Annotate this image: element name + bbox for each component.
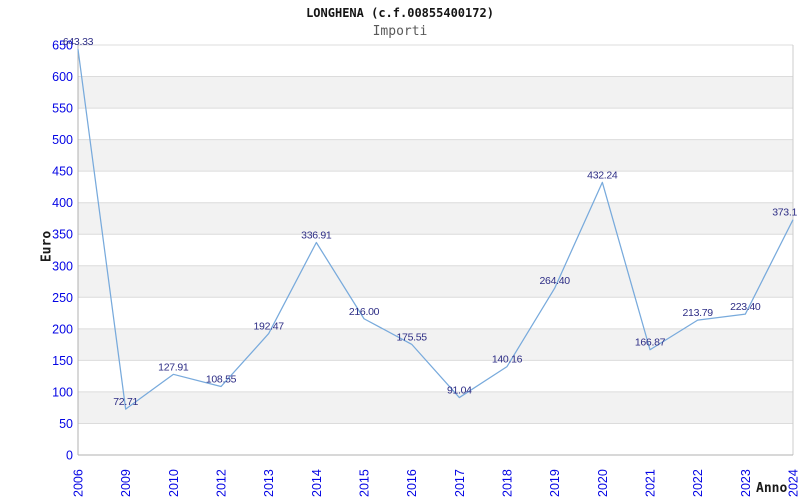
x-tick-label: 2024 bbox=[787, 469, 800, 497]
x-tick-label: 2021 bbox=[644, 469, 658, 497]
x-tick-label: 2020 bbox=[596, 469, 610, 497]
point-label: 108.55 bbox=[206, 374, 237, 386]
point-label: 175.55 bbox=[397, 331, 428, 343]
y-tick-label: 250 bbox=[52, 291, 73, 305]
x-tick-label: 2014 bbox=[310, 469, 324, 497]
x-tick-label: 2006 bbox=[72, 469, 86, 497]
y-tick-label: 100 bbox=[52, 385, 73, 399]
y-tick-label: 350 bbox=[52, 228, 73, 242]
x-tick-label: 2012 bbox=[215, 469, 229, 497]
x-tick-label: 2017 bbox=[453, 469, 467, 497]
point-label: 643.33 bbox=[63, 36, 94, 48]
point-label: 264.40 bbox=[540, 275, 571, 287]
x-tick-label: 2015 bbox=[358, 469, 372, 497]
point-label: 140.16 bbox=[492, 354, 523, 366]
grid-band bbox=[78, 265, 793, 298]
series-line bbox=[77, 49, 794, 410]
grid-band bbox=[78, 328, 793, 361]
x-axis-title: Anno bbox=[756, 481, 788, 496]
point-label: 213.79 bbox=[683, 307, 714, 319]
grid-band bbox=[78, 202, 793, 235]
point-label: 336.91 bbox=[301, 229, 332, 241]
x-tick-label: 2019 bbox=[548, 469, 562, 497]
chart-subtitle: Importi bbox=[372, 24, 428, 39]
x-tick-label: 2023 bbox=[739, 469, 753, 497]
y-tick-label: 50 bbox=[59, 417, 73, 431]
y-tick-label: 300 bbox=[52, 259, 73, 273]
y-tick-label: 650 bbox=[52, 39, 73, 53]
x-tick-label: 2013 bbox=[262, 469, 276, 497]
x-tick-label: 2009 bbox=[119, 469, 133, 497]
y-tick-label: 600 bbox=[52, 70, 73, 84]
x-tick-label: 2010 bbox=[167, 469, 181, 497]
grid-band bbox=[78, 139, 793, 172]
point-label: 166.87 bbox=[635, 337, 666, 349]
point-label: 216.00 bbox=[349, 306, 380, 318]
point-label: 192.47 bbox=[254, 321, 285, 333]
point-label: 223.40 bbox=[730, 301, 761, 313]
y-tick-label: 150 bbox=[52, 354, 73, 368]
chart-title: LONGHENA (c.f.00855400172) bbox=[306, 6, 494, 20]
y-tick-label: 550 bbox=[52, 102, 73, 116]
point-label: 127.91 bbox=[158, 361, 189, 373]
grid-band bbox=[78, 391, 793, 424]
point-label: 373.1 bbox=[772, 207, 797, 219]
grid-band bbox=[78, 76, 793, 109]
x-tick-label: 2022 bbox=[691, 469, 705, 497]
y-tick-label: 500 bbox=[52, 133, 73, 147]
y-tick-label: 200 bbox=[52, 322, 73, 336]
y-tick-label: 450 bbox=[52, 165, 73, 179]
y-tick-label: 0 bbox=[66, 449, 73, 463]
x-tick-label: 2018 bbox=[501, 469, 515, 497]
point-label: 91.04 bbox=[447, 385, 472, 397]
point-label: 72.71 bbox=[113, 396, 138, 408]
y-tick-label: 400 bbox=[52, 196, 73, 210]
point-label: 432.24 bbox=[587, 169, 618, 181]
x-tick-label: 2016 bbox=[405, 469, 419, 497]
